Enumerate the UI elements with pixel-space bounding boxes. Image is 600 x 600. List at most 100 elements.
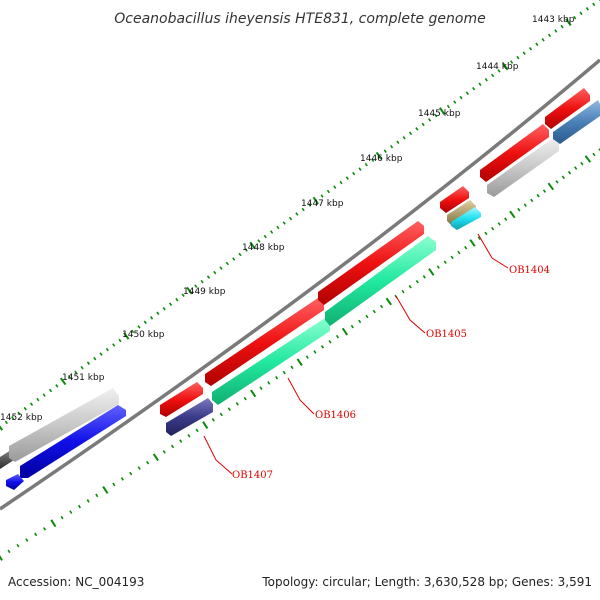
tick-label: 1445 kbp bbox=[418, 109, 461, 119]
minor-tick bbox=[11, 416, 15, 420]
gene-feature[interactable] bbox=[545, 88, 590, 129]
major-tick bbox=[385, 297, 392, 306]
minor-tick bbox=[328, 339, 332, 344]
major-tick bbox=[186, 286, 193, 295]
minor-tick bbox=[69, 510, 73, 514]
minor-tick bbox=[477, 236, 481, 240]
minor-tick bbox=[547, 33, 552, 38]
minor-tick bbox=[257, 239, 261, 243]
gene-feature[interactable] bbox=[553, 100, 600, 144]
minor-tick bbox=[326, 189, 330, 194]
minor-tick bbox=[457, 250, 461, 255]
minor-tick bbox=[131, 329, 135, 334]
minor-tick bbox=[225, 261, 229, 266]
minor-tick bbox=[60, 515, 64, 520]
minor-tick bbox=[484, 231, 488, 236]
minor-tick bbox=[295, 212, 299, 216]
gene-feature[interactable] bbox=[451, 207, 481, 230]
minor-tick bbox=[238, 252, 242, 257]
minor-tick bbox=[491, 226, 495, 231]
minor-tick bbox=[484, 78, 488, 82]
minor-tick bbox=[574, 166, 578, 170]
minor-tick bbox=[129, 471, 133, 476]
minor-tick bbox=[422, 275, 426, 279]
minor-tick bbox=[211, 417, 215, 422]
gene-feature[interactable] bbox=[325, 236, 436, 326]
minor-tick bbox=[105, 347, 109, 352]
minor-tick bbox=[560, 24, 564, 29]
minor-tick bbox=[219, 266, 223, 270]
minor-tick bbox=[453, 100, 457, 104]
major-tick bbox=[102, 486, 109, 494]
minor-tick bbox=[48, 388, 53, 393]
gene-feature[interactable] bbox=[20, 405, 126, 478]
major-tick bbox=[341, 327, 349, 336]
minor-tick bbox=[555, 180, 559, 184]
minor-tick bbox=[181, 293, 185, 297]
gene-feature[interactable] bbox=[440, 186, 469, 213]
tick-label: 1450 kbp bbox=[122, 330, 165, 340]
minor-tick bbox=[179, 439, 183, 443]
minor-tick bbox=[371, 158, 375, 162]
minor-tick bbox=[282, 221, 286, 225]
minor-tick bbox=[585, 7, 589, 11]
minor-tick bbox=[23, 406, 27, 411]
minor-tick bbox=[270, 230, 274, 234]
gene-feature[interactable] bbox=[212, 318, 330, 405]
minor-tick bbox=[86, 361, 91, 365]
minor-tick bbox=[305, 355, 309, 359]
gene-feature[interactable] bbox=[205, 298, 324, 386]
gene-label-ob1406[interactable]: OB1406 bbox=[315, 410, 356, 421]
minor-tick bbox=[427, 118, 432, 122]
minor-tick bbox=[282, 370, 286, 375]
minor-tick bbox=[554, 29, 558, 33]
minor-tick bbox=[118, 338, 122, 343]
gene-label-ob1404[interactable]: OB1404 bbox=[509, 265, 550, 276]
minor-tick bbox=[408, 131, 413, 136]
minor-tick bbox=[307, 203, 312, 207]
minor-tick bbox=[120, 477, 124, 481]
minor-tick bbox=[195, 428, 199, 433]
minor-tick bbox=[320, 194, 324, 198]
gene-feature[interactable] bbox=[160, 382, 203, 417]
gene-label-ob1407[interactable]: OB1407 bbox=[232, 470, 273, 481]
major-tick bbox=[469, 239, 476, 247]
minor-tick bbox=[232, 257, 236, 261]
gene-feature[interactable] bbox=[487, 138, 559, 197]
gene-feature[interactable] bbox=[447, 200, 476, 226]
minor-tick bbox=[358, 167, 362, 171]
minor-tick bbox=[313, 350, 317, 354]
minor-tick bbox=[275, 375, 279, 380]
minor-tick bbox=[168, 302, 173, 306]
minor-tick bbox=[200, 279, 204, 284]
gene-feature[interactable] bbox=[480, 124, 549, 182]
minor-tick bbox=[530, 198, 534, 203]
gene-feature[interactable] bbox=[318, 221, 424, 305]
major-tick bbox=[152, 453, 159, 462]
minor-tick bbox=[491, 73, 495, 78]
major-tick bbox=[438, 107, 446, 115]
gene-label-ob1405[interactable]: OB1405 bbox=[426, 329, 467, 340]
major-tick bbox=[0, 555, 3, 561]
minor-tick bbox=[450, 255, 454, 260]
gene-feature[interactable] bbox=[9, 388, 119, 462]
minor-tick bbox=[464, 245, 468, 250]
minor-tick bbox=[77, 504, 81, 509]
genome-summary-text: Topology: circular; Length: 3,630,528 bp… bbox=[261, 575, 592, 589]
minor-tick bbox=[170, 444, 175, 449]
inner-tick-dots bbox=[0, 148, 600, 561]
minor-tick bbox=[352, 171, 356, 176]
minor-tick bbox=[206, 275, 211, 279]
minor-tick bbox=[276, 225, 280, 230]
minor-tick bbox=[162, 306, 166, 311]
major-tick bbox=[249, 241, 256, 250]
minor-tick bbox=[497, 69, 501, 73]
minor-tick bbox=[16, 543, 20, 548]
gene-feature[interactable] bbox=[166, 398, 213, 436]
gene-feature[interactable] bbox=[6, 474, 24, 490]
minor-tick bbox=[112, 343, 116, 347]
minor-tick bbox=[219, 412, 223, 417]
minor-tick bbox=[243, 396, 247, 401]
minor-tick bbox=[263, 234, 267, 239]
